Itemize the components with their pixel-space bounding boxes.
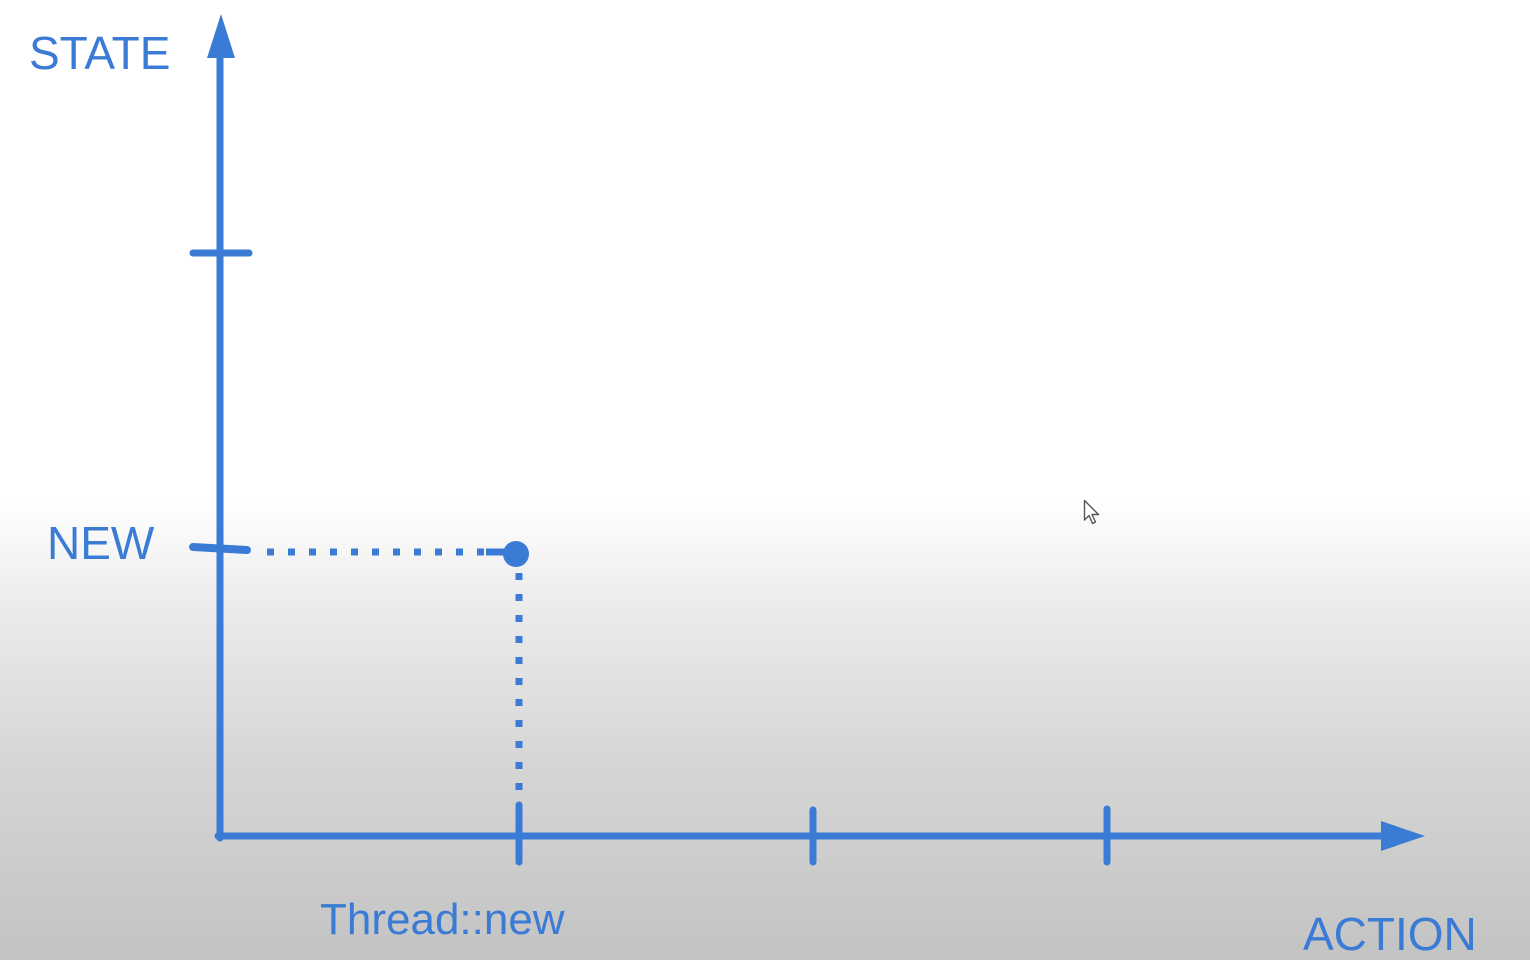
- y-axis-arrowhead: [207, 14, 235, 58]
- action-label-thread-new: Thread::new: [320, 895, 565, 944]
- x-axis-label: ACTION: [1303, 908, 1477, 960]
- y-axis-label: STATE: [29, 27, 171, 79]
- mouse-pointer-icon: [1083, 499, 1100, 525]
- data-point-new: [503, 541, 529, 567]
- state-label-new: NEW: [47, 517, 155, 569]
- x-axis-arrowhead: [1381, 821, 1425, 851]
- y-axis-tick-new: [189, 543, 251, 554]
